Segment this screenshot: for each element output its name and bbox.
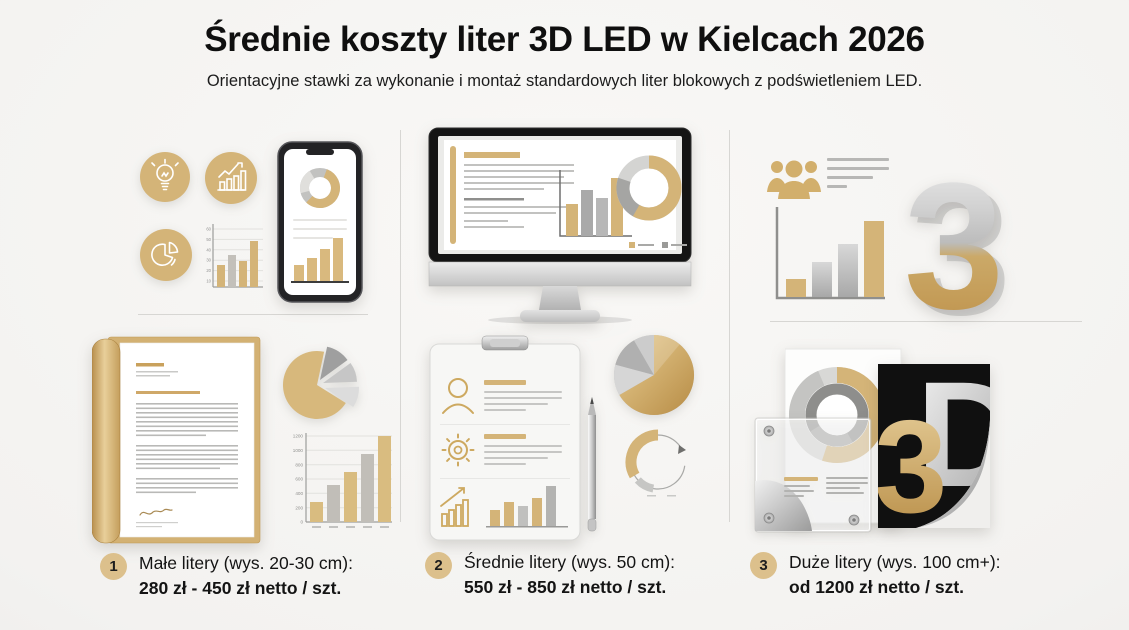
- exploded-pie-chart: [282, 346, 360, 419]
- column-divider-right: [729, 130, 730, 522]
- col1-section-divider: [138, 314, 368, 315]
- pricing-item-small-letters: 1 Małe litery (wys. 20-30 cm): 280 zł - …: [100, 551, 353, 601]
- page-subtitle: Orientacyjne stawki za wykonanie i monta…: [206, 72, 923, 90]
- desktop-monitor-dashboard: [428, 127, 692, 324]
- growth-chart-icon: [205, 152, 257, 204]
- peel-cutout: [916, 420, 990, 528]
- pricing-price-3: od 1200 zł netto / szt.: [789, 577, 965, 597]
- tick-label: 50: [206, 237, 211, 242]
- tick-label: 40: [206, 247, 211, 252]
- mini-bar-chart: 60 50 40 30 20 10: [206, 224, 263, 288]
- big-number: 3: [904, 146, 1004, 328]
- clipboard-report: [429, 335, 581, 541]
- badge-number: 1: [109, 558, 118, 575]
- number-badge-1: 1: [100, 553, 127, 580]
- tick-label: 200: [295, 505, 303, 510]
- pricing-price-1: 280 zł - 450 zł netto / szt.: [139, 578, 342, 598]
- text-lines: [827, 158, 889, 188]
- tick-label: 800: [295, 462, 303, 467]
- pricing-item-medium-letters: 2 Średnie litery (wys. 50 cm): 550 zł - …: [425, 550, 675, 600]
- badge-number: 3: [759, 557, 768, 574]
- tick-label: 10: [206, 279, 211, 284]
- pricing-label-2: Średnie litery (wys. 50 cm):: [464, 552, 676, 572]
- metallic-pie-chart: [614, 334, 695, 415]
- gauge-donut-chart: [625, 429, 691, 497]
- gold-magazine-document: [92, 336, 261, 544]
- money-bar-chart: 1200 1000 800 600 400 200 0: [293, 433, 392, 528]
- person-icon: [442, 378, 474, 414]
- tick-label: 0: [300, 520, 303, 525]
- screws: [763, 425, 860, 526]
- tick-label: 20: [206, 268, 211, 273]
- page-title: Średnie koszty liter 3D LED w Kielcach 2…: [204, 20, 925, 59]
- sticker-letter-3: 3: [874, 393, 947, 536]
- pricing-label-3: Duże litery (wys. 100 cm+):: [789, 552, 1001, 572]
- acrylic-sign-plate: [754, 417, 872, 533]
- tick-label: 1200: [293, 434, 304, 439]
- number-badge-3: 3: [750, 552, 777, 579]
- col3-section-divider: [770, 321, 1082, 322]
- rising-bar-chart: [775, 207, 885, 300]
- pricing-item-large-letters: 3 Duże litery (wys. 100 cm+): od 1200 zł…: [750, 550, 1001, 600]
- tick-label: 600: [295, 477, 303, 482]
- tick-label: 1000: [293, 448, 304, 453]
- tick-label: 30: [206, 258, 211, 263]
- smartphone-dashboard: [277, 141, 363, 303]
- chart-icon: [440, 487, 469, 527]
- team-icon: [767, 160, 821, 199]
- tick-label: 400: [295, 491, 303, 496]
- big-3d-number: 3 3: [904, 146, 1011, 328]
- pricing-label-1: Małe litery (wys. 20-30 cm):: [139, 553, 353, 573]
- pen: [587, 397, 597, 532]
- number-badge-2: 2: [425, 552, 452, 579]
- lightbulb-icon: [140, 152, 190, 202]
- big-number-shadow: 3: [911, 152, 1011, 328]
- pricing-price-2: 550 zł - 850 zł netto / szt.: [464, 577, 667, 597]
- column-divider-left: [400, 130, 401, 522]
- tick-label: 60: [206, 227, 211, 232]
- badge-number: 2: [434, 557, 443, 574]
- signature: [139, 508, 173, 516]
- pie-chart-icon: [140, 229, 192, 281]
- 3d-letters-sticker: D 3: [874, 364, 990, 536]
- gear-icon: [441, 433, 475, 467]
